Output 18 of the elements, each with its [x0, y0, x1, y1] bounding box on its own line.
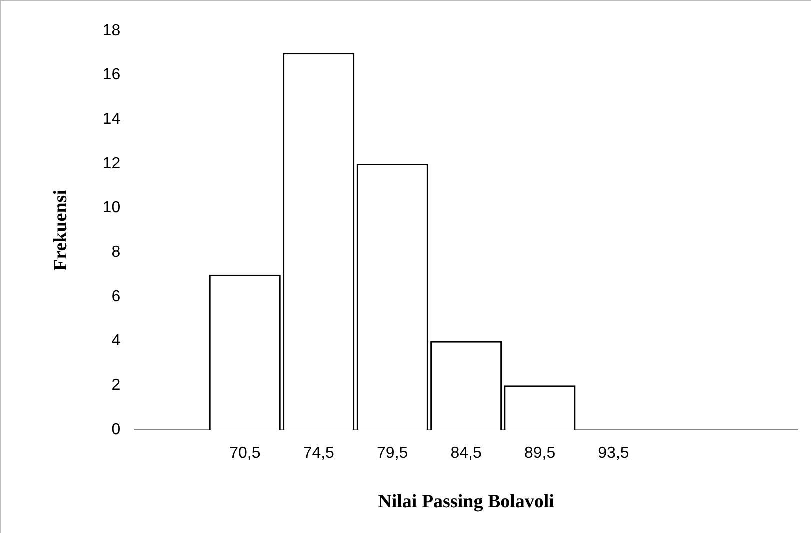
- y-tick-label: 2: [112, 377, 121, 394]
- y-tick-label: 8: [112, 244, 121, 262]
- y-tick-label: 18: [102, 22, 121, 40]
- x-tick-label: 84,5: [450, 445, 482, 462]
- x-tick-label: 74,5: [303, 445, 335, 462]
- x-tick-label: 93,5: [598, 445, 630, 462]
- y-tick-label: 0: [112, 421, 121, 438]
- y-tick-label: 10: [102, 200, 121, 217]
- x-tick-label: 70,5: [230, 445, 261, 462]
- x-tick-label: 79,5: [377, 445, 408, 462]
- y-tick-label: 6: [112, 288, 121, 306]
- y-tick-label: 16: [102, 66, 121, 84]
- y-tick-label: 4: [112, 332, 121, 350]
- x-tick-label: 89,5: [524, 445, 556, 462]
- y-tick-label: 14: [102, 111, 121, 128]
- y-tick-label: 12: [102, 155, 121, 172]
- y-axis-title: Frekuensi: [50, 190, 72, 271]
- x-axis-title: Nilai Passing Bolavoli: [378, 492, 554, 513]
